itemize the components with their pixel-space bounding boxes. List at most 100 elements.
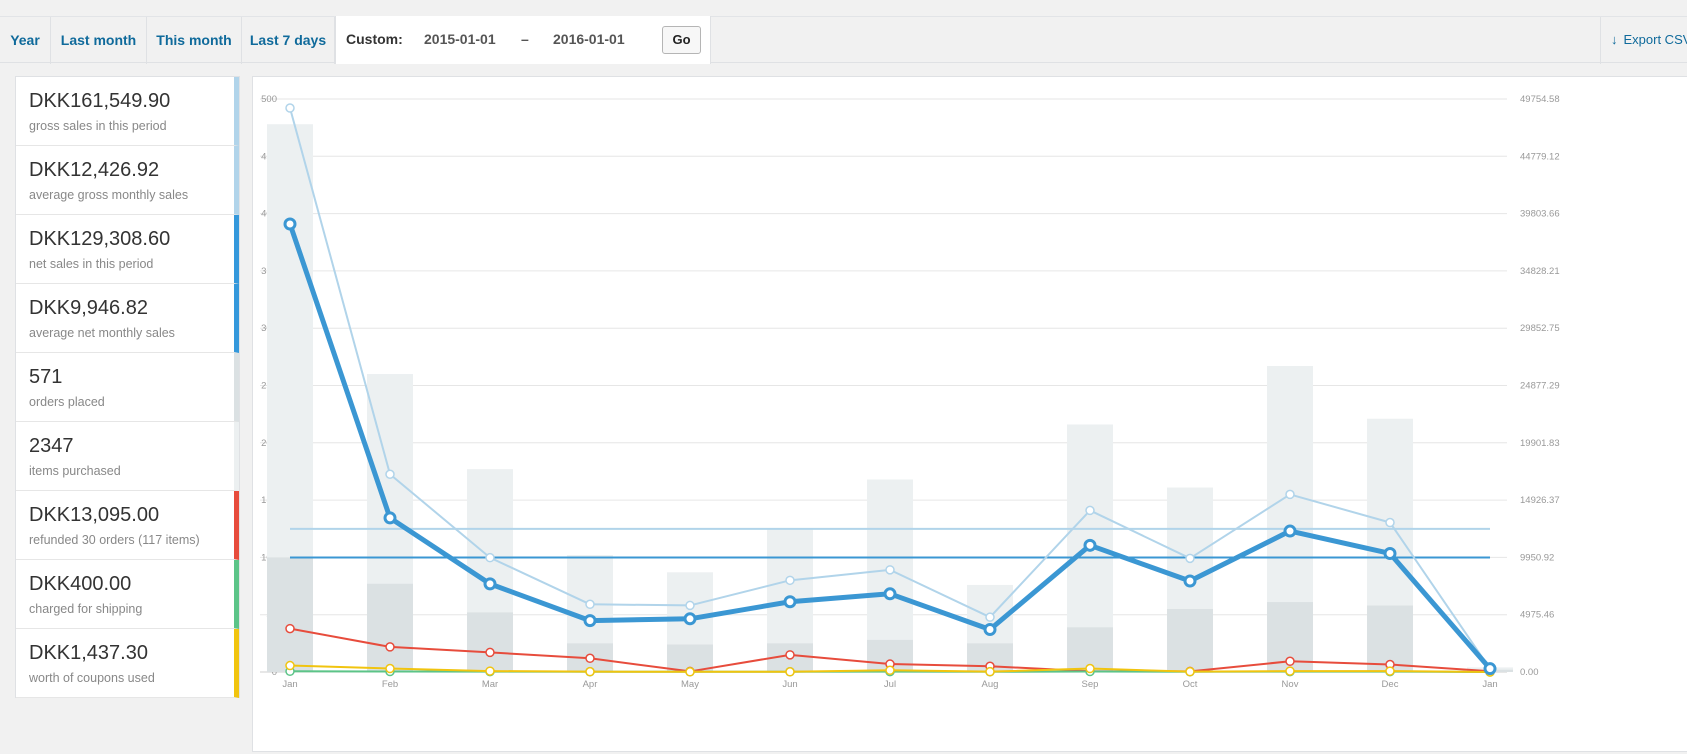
x-tick-label: Aug (982, 679, 999, 690)
point-gross-sales-in-this-period (485, 552, 495, 563)
export-csv-button[interactable]: ↓ Export CSV (1600, 17, 1687, 64)
point-gross-sales-in-this-period (1085, 505, 1095, 516)
point-gross-sales-in-this-period (885, 565, 895, 575)
x-tick-label: Apr (583, 679, 598, 690)
go-button[interactable]: Go (662, 26, 701, 54)
legend-value: DKK12,426.92 (29, 159, 160, 181)
tab-year[interactable]: Year (0, 17, 51, 64)
legend-average-gross[interactable]: DKK12,426.92 average gross monthly sales (16, 146, 239, 215)
y-left-tick-label: 500 (261, 94, 277, 105)
legend-value: DKK13,095.00 (29, 504, 160, 526)
legend-net-sales[interactable]: DKK129,308.60 net sales in this period (16, 215, 239, 284)
point-coupons (485, 666, 495, 676)
y-right-tick-label: 39803.66 (1520, 209, 1560, 220)
range-tabs-bar: Year Last month This month Last 7 days C… (0, 16, 1687, 64)
point-refunds (1285, 656, 1295, 667)
point-coupons (285, 660, 295, 671)
point-net-sales-in-this-period (1483, 662, 1497, 676)
legend-label: orders placed (29, 395, 105, 409)
point-net-sales-in-this-period (1183, 574, 1197, 588)
x-tick-label: Jan (282, 679, 297, 690)
custom-range-label: Custom: (346, 31, 403, 47)
legend-gross-sales[interactable]: DKK161,549.90 gross sales in this period (16, 77, 239, 146)
legend-label: average gross monthly sales (29, 188, 189, 202)
point-coupons (1185, 666, 1195, 677)
x-tick-label: Jan (1482, 679, 1497, 690)
legend-label: items purchased (29, 464, 121, 478)
custom-range: Custom: 2015-01-01 – 2016-01-01 Go (335, 16, 711, 64)
point-net-sales-in-this-period (883, 587, 897, 601)
point-net-sales-in-this-period (583, 614, 597, 628)
legend-label: refunded 30 orders (117 items) (29, 533, 200, 547)
chart-legend: DKK161,549.90 gross sales in this period… (15, 76, 240, 698)
legend-value: DKK400.00 (29, 573, 132, 595)
point-net-sales-in-this-period (1283, 524, 1297, 538)
tab-last-month[interactable]: Last month (51, 17, 147, 64)
point-gross-sales-in-this-period (585, 599, 595, 610)
point-net-sales-in-this-period (283, 217, 297, 231)
legend-label: average net monthly sales (29, 326, 175, 340)
x-tick-label: Jun (782, 679, 797, 690)
x-tick-label: Mar (482, 679, 498, 690)
point-coupons (585, 666, 595, 677)
y-right-tick-label: 44779.12 (1520, 151, 1560, 162)
y-right-tick-label: 14926.37 (1520, 495, 1560, 506)
date-separator: – (521, 31, 529, 47)
start-date-field[interactable]: 2015-01-01 (424, 31, 496, 47)
point-coupons (685, 667, 695, 677)
y-right-tick-label: 19901.83 (1520, 438, 1560, 449)
y-right-tick-label: 4975.46 (1520, 610, 1554, 621)
legend-average-net[interactable]: DKK9,946.82 average net monthly sales (16, 284, 239, 353)
end-date-field[interactable]: 2016-01-01 (553, 31, 625, 47)
point-gross-sales-in-this-period (1285, 489, 1295, 500)
y-right-tick-label: 34828.21 (1520, 266, 1560, 277)
y-right-tick-label: 24877.29 (1520, 381, 1560, 392)
legend-value: 571 (29, 366, 63, 388)
export-csv-label: Export CSV (1623, 32, 1687, 47)
point-net-sales-in-this-period (383, 511, 397, 525)
x-tick-label: Nov (1282, 679, 1299, 690)
point-coupons (885, 665, 895, 676)
point-gross-sales-in-this-period (785, 575, 795, 586)
legend-items-purchased[interactable]: 2347 items purchased (16, 422, 239, 491)
bar-orders-placed (267, 557, 313, 672)
point-refunds (785, 650, 795, 660)
bar-orders-placed (467, 612, 513, 672)
legend-refunds[interactable]: DKK13,095.00 refunded 30 orders (117 ite… (16, 491, 239, 560)
legend-value: 2347 (29, 435, 74, 457)
y-right-tick-label: 29852.75 (1520, 323, 1560, 334)
point-net-sales-in-this-period (983, 623, 997, 637)
point-refunds (585, 653, 595, 664)
legend-value: DKK129,308.60 (29, 228, 171, 250)
y-left-tick-label: 0 (272, 667, 277, 678)
point-refunds (285, 623, 295, 634)
x-tick-label: Jul (884, 679, 896, 690)
point-refunds (385, 642, 395, 652)
point-coupons (985, 666, 995, 677)
legend-label: worth of coupons used (29, 671, 155, 685)
point-net-sales-in-this-period (783, 595, 797, 609)
legend-label: net sales in this period (29, 257, 154, 271)
legend-value: DKK161,549.90 (29, 90, 171, 112)
point-gross-sales-in-this-period (685, 600, 695, 611)
tab-last-7-days[interactable]: Last 7 days (242, 17, 335, 64)
x-tick-label: Dec (1382, 679, 1399, 690)
x-tick-label: Oct (1183, 679, 1198, 690)
point-coupons (385, 663, 395, 674)
legend-value: DKK1,437.30 (29, 642, 148, 664)
point-coupons (785, 667, 795, 677)
sales-chart: 0501001502002503003504004505000.004975.4… (260, 94, 1560, 690)
legend-orders-placed[interactable]: 571 orders placed (16, 353, 239, 422)
y-right-tick-label: 0.00 (1520, 667, 1539, 678)
legend-label: charged for shipping (29, 602, 143, 616)
x-tick-label: Sep (1082, 679, 1099, 690)
tab-this-month[interactable]: This month (147, 17, 242, 64)
sales-chart-container: 0501001502002503003504004505000.004975.4… (252, 76, 1687, 752)
legend-shipping[interactable]: DKK400.00 charged for shipping (16, 560, 239, 629)
point-gross-sales-in-this-period (1385, 517, 1395, 528)
bar-orders-placed (1167, 608, 1213, 672)
point-coupons (1285, 666, 1295, 676)
legend-coupons[interactable]: DKK1,437.30 worth of coupons used (16, 629, 239, 698)
point-refunds (485, 647, 495, 658)
bar-orders-placed (367, 583, 413, 672)
